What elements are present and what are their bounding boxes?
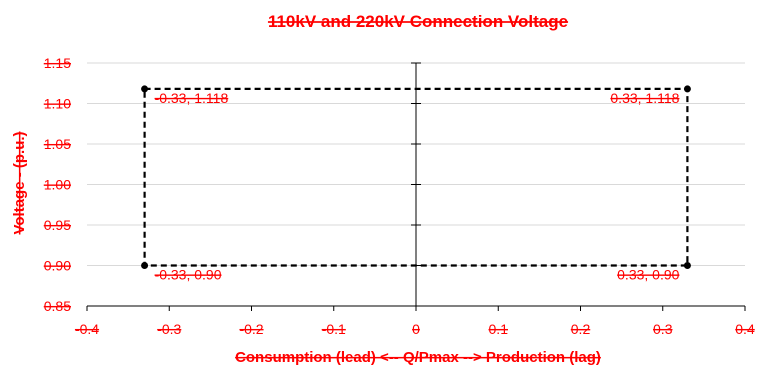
x-tick-label: 0.2 xyxy=(571,321,591,337)
x-axis-title: Consumption (lead) <-- Q/Pmax --> Produc… xyxy=(235,349,601,366)
data-label: -0.33, 1.118 xyxy=(155,90,229,106)
x-tick-label: 0.3 xyxy=(653,321,673,337)
x-tick-label: -0.2 xyxy=(239,321,263,337)
horizontal-axis xyxy=(86,305,746,311)
y-axis-title: Voltage - (p.u.) xyxy=(11,131,28,234)
x-tick-label: 0.1 xyxy=(489,321,509,337)
data-label: -0.33, 0.90 xyxy=(155,267,222,283)
y-tick-label: 0.95 xyxy=(44,217,71,233)
vertical-axis xyxy=(411,62,421,306)
x-tick-label: 0.4 xyxy=(735,321,755,337)
y-tick-label: 1.15 xyxy=(44,55,71,71)
x-tick-labels: -0.4 -0.3 -0.2 -0.1 0 0.1 0.2 0.3 0.4 xyxy=(75,321,755,337)
y-tick-label: 1.10 xyxy=(44,96,71,112)
y-tick-labels: 0.85 0.90 0.95 1.00 1.05 1.10 1.15 xyxy=(44,55,71,314)
x-tick-label: -0.4 xyxy=(75,321,99,337)
x-tick-label: -0.1 xyxy=(322,321,346,337)
data-labels: -0.33, 1.118 0.33, 1.118 0.33, 0.90 -0.33, … xyxy=(155,90,680,283)
series-line xyxy=(143,87,689,267)
y-tick-label: 0.85 xyxy=(44,298,71,314)
x-tick-label: 0 xyxy=(412,321,420,337)
chart-title: 110kV and 220kV Connection Voltage xyxy=(268,12,568,31)
data-point xyxy=(141,262,149,269)
y-tick-label: 0.90 xyxy=(44,258,71,274)
data-points xyxy=(141,85,691,269)
data-point xyxy=(141,85,149,93)
data-point xyxy=(683,85,691,93)
x-tick-label: -0.3 xyxy=(157,321,181,337)
data-point xyxy=(683,262,691,269)
data-label: 0.33, 0.90 xyxy=(617,267,679,283)
y-tick-label: 1.00 xyxy=(44,177,71,193)
data-label: 0.33, 1.118 xyxy=(610,90,679,106)
y-tick-label: 1.05 xyxy=(44,136,71,152)
